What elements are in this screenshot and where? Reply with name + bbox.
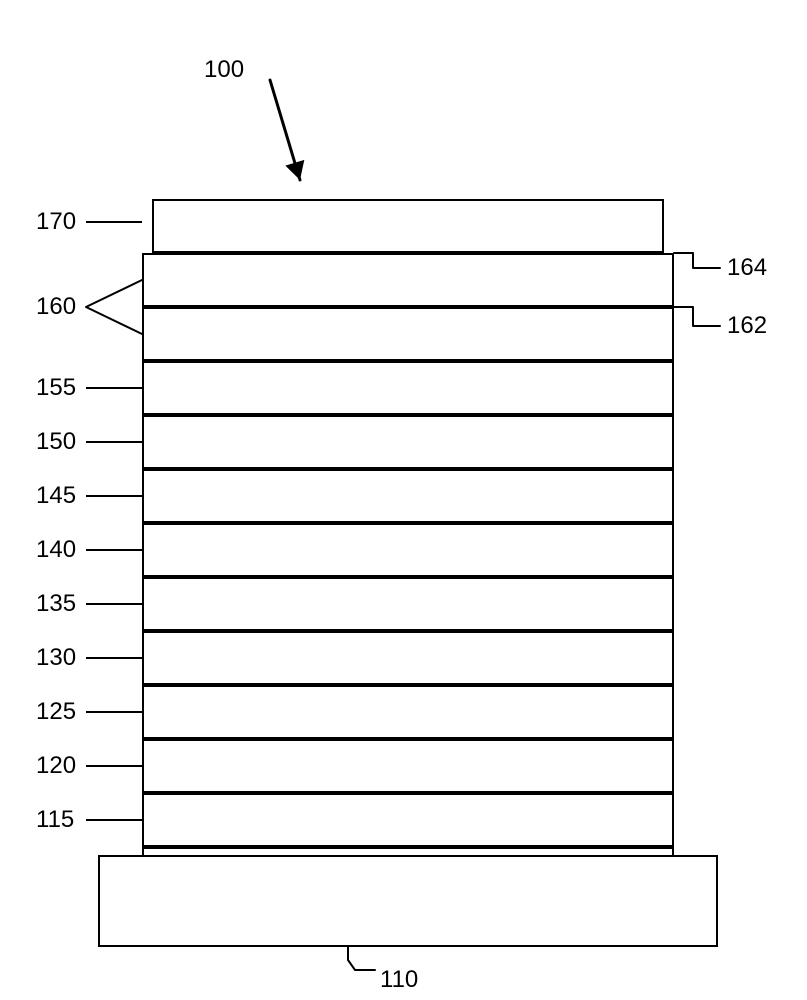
label-125: 125: [36, 698, 76, 726]
label-164: 164: [727, 254, 767, 282]
layer-150: [142, 415, 674, 469]
tick-155: [86, 387, 142, 389]
layer-162: [142, 307, 674, 361]
tick-120: [86, 765, 142, 767]
label-150: 150: [36, 428, 76, 456]
label-162: 162: [727, 312, 767, 340]
label-100: 100: [204, 56, 244, 84]
label-115: 115: [36, 806, 74, 834]
label-140: 140: [36, 536, 76, 564]
layer-170: [152, 199, 664, 253]
tick-150: [86, 441, 142, 443]
label-120: 120: [36, 752, 76, 780]
label-160: 160: [36, 293, 76, 321]
layer-155: [142, 361, 674, 415]
tick-130: [86, 657, 142, 659]
label-170: 170: [36, 208, 76, 236]
layer-120: [142, 739, 674, 793]
tick-135: [86, 603, 142, 605]
tick-170: [86, 221, 142, 223]
tick-125: [86, 711, 142, 713]
layer-164: [142, 253, 674, 307]
layer-125: [142, 685, 674, 739]
layer-fill: [142, 847, 674, 857]
layer-135: [142, 577, 674, 631]
label-155: 155: [36, 374, 76, 402]
callout-164: [674, 253, 720, 268]
hook-110: [348, 947, 375, 970]
label-130: 130: [36, 644, 76, 672]
arrow-100-head: [285, 160, 304, 180]
layer-130: [142, 631, 674, 685]
tick-115: [86, 819, 142, 821]
layer-140: [142, 523, 674, 577]
layer-110: [98, 855, 718, 947]
label-110: 110: [380, 966, 418, 994]
layer-115: [142, 793, 674, 847]
tick-145: [86, 495, 142, 497]
callout-162: [674, 307, 720, 326]
layer-145: [142, 469, 674, 523]
brace-160: [86, 280, 142, 334]
tick-140: [86, 549, 142, 551]
label-145: 145: [36, 482, 76, 510]
label-135: 135: [36, 590, 76, 618]
